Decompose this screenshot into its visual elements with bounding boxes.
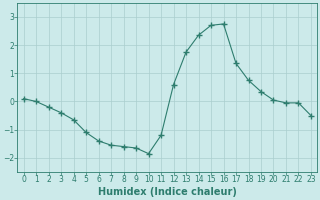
X-axis label: Humidex (Indice chaleur): Humidex (Indice chaleur) xyxy=(98,187,237,197)
